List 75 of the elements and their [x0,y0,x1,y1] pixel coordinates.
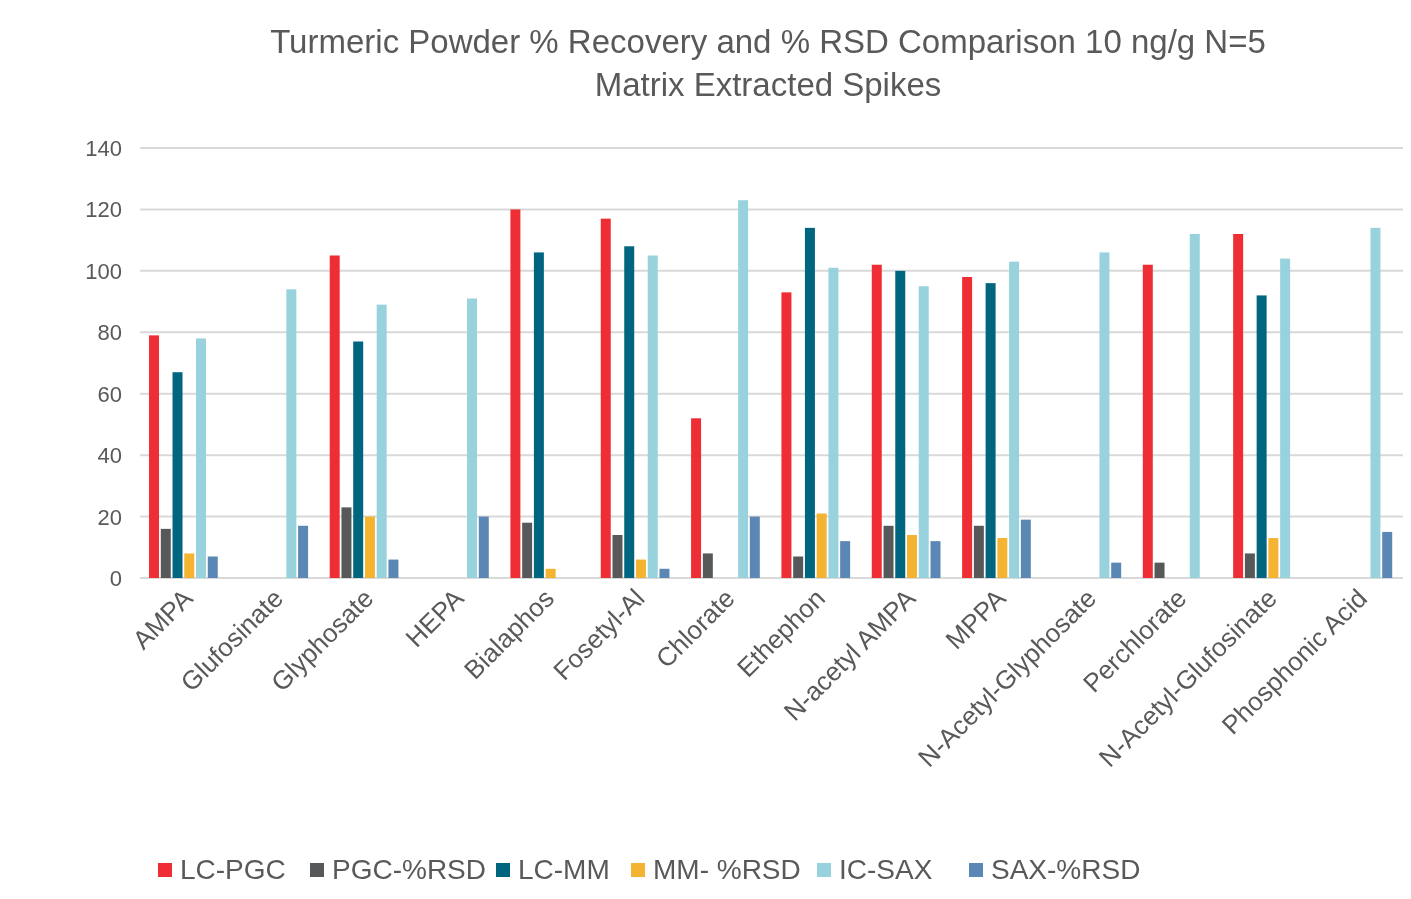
bar [691,418,702,578]
legend-label: SAX-%RSD [991,854,1141,885]
bar [184,553,195,578]
bar [1256,295,1267,578]
bar [1099,252,1110,578]
bar [1244,553,1255,578]
y-tick-label: 0 [109,566,122,591]
bar [1009,261,1020,578]
y-tick-label: 60 [97,381,122,407]
bar [804,227,815,578]
bar [781,292,792,578]
bar [329,255,340,578]
bar [298,525,309,578]
bar [793,556,804,578]
bar [1020,519,1031,578]
bar [1142,264,1153,578]
bar [364,516,375,578]
bar [918,286,929,578]
bar [962,277,973,578]
bar [624,246,635,578]
legend-label: PGC-%RSD [332,854,487,885]
bar [659,568,670,578]
bar [510,209,521,578]
bar [207,556,218,578]
bar [376,304,387,578]
y-tick-label: 20 [97,504,122,530]
bar [533,252,544,578]
bar [749,516,760,578]
bar [840,541,851,578]
bar [478,516,489,578]
bar [985,283,996,578]
bar [1189,234,1200,578]
y-tick-label: 140 [85,136,122,161]
bar [172,372,183,578]
bar [1382,531,1393,578]
bar [907,535,917,578]
bar [545,568,556,578]
bar [930,541,941,578]
bar [341,507,352,578]
legend-label: IC-SAX [839,854,933,885]
bar [149,335,160,578]
bar [1370,227,1381,578]
bar [1111,562,1122,578]
bar [353,341,364,578]
y-tick-label: 120 [85,197,122,223]
bar [1268,538,1279,578]
bar [828,267,839,578]
bar [647,255,658,578]
bar [1154,562,1165,578]
bar [973,525,984,578]
bar [286,289,297,578]
bar [738,200,749,578]
bar [522,522,533,578]
chart-title: Turmeric Powder % Recovery and % RSD Comparison 10 ng/g N=5 Matrix Extracted Spikes [270,23,1266,103]
bar [388,559,399,578]
bar [997,538,1008,578]
bar [196,338,206,578]
y-tick-label: 80 [97,320,122,346]
bar [600,218,611,578]
legend-label: LC-PGC [180,854,286,885]
bar [895,270,906,578]
bar [612,535,623,578]
legend-label: LC-MM [518,854,610,885]
bar [816,513,827,578]
y-tick-label: 100 [85,258,122,284]
bar [883,525,894,578]
bar [1280,258,1291,578]
bar [160,528,171,578]
bar [467,298,478,578]
y-tick-label: 40 [97,443,122,469]
bar [1233,234,1244,578]
bar [871,264,882,578]
legend-label: MM- %RSD [653,854,801,885]
bar [635,559,646,578]
bar [702,553,713,578]
